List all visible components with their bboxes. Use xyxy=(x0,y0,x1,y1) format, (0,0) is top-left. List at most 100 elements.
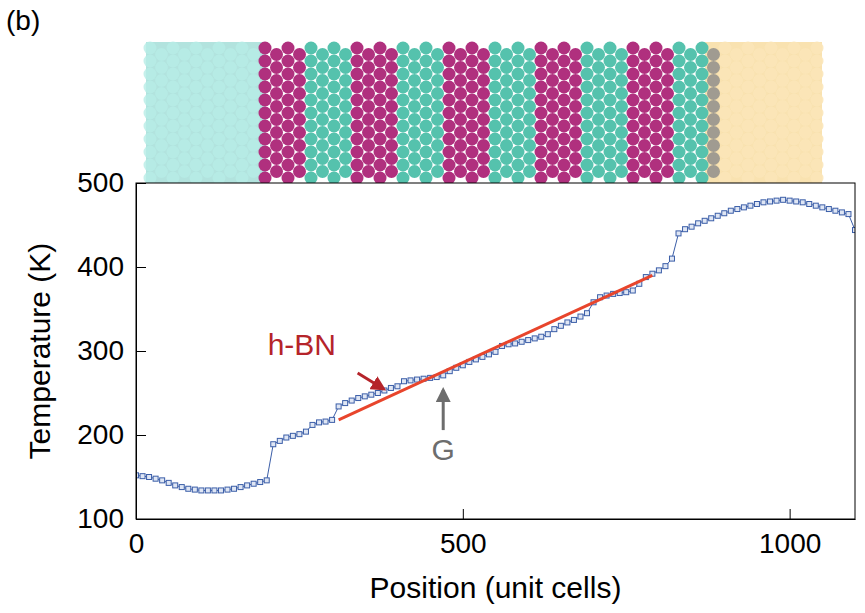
data-point xyxy=(630,288,635,293)
atom xyxy=(707,74,720,87)
atom xyxy=(512,159,525,172)
atom xyxy=(627,42,640,55)
atom xyxy=(604,146,617,159)
atom xyxy=(293,139,306,152)
atom xyxy=(546,74,559,87)
atom xyxy=(328,133,341,146)
data-point xyxy=(552,327,557,332)
atom xyxy=(408,61,421,74)
atom xyxy=(799,100,812,113)
atom xyxy=(351,42,364,55)
atom xyxy=(638,139,651,152)
data-point xyxy=(284,435,289,440)
atom xyxy=(477,48,490,61)
data-point xyxy=(153,476,158,481)
atom xyxy=(788,133,801,146)
atom xyxy=(270,48,283,61)
plot-background xyxy=(136,183,855,519)
atom xyxy=(190,107,203,120)
atom xyxy=(673,81,686,94)
atom xyxy=(753,48,766,61)
atom xyxy=(328,94,341,107)
atom xyxy=(259,146,272,159)
atom xyxy=(236,81,249,94)
atom xyxy=(385,139,398,152)
atom xyxy=(719,159,732,172)
atom xyxy=(500,126,513,139)
atom xyxy=(523,48,536,61)
data-point xyxy=(722,211,727,216)
atom xyxy=(765,120,778,133)
atom xyxy=(178,113,191,126)
atom xyxy=(489,107,502,120)
atom xyxy=(431,126,444,139)
atom xyxy=(627,146,640,159)
data-point xyxy=(669,256,674,261)
atom xyxy=(385,165,398,178)
atom xyxy=(799,48,812,61)
atom xyxy=(558,107,571,120)
atom xyxy=(604,107,617,120)
atom xyxy=(247,113,260,126)
atom xyxy=(236,107,249,120)
atom xyxy=(466,107,479,120)
atom xyxy=(569,126,582,139)
atom xyxy=(730,87,743,100)
atom xyxy=(144,120,157,133)
atom xyxy=(661,126,674,139)
atom xyxy=(489,146,502,159)
atom xyxy=(190,120,203,133)
atom xyxy=(535,42,548,55)
atom xyxy=(719,94,732,107)
atom xyxy=(351,133,364,146)
atom xyxy=(558,42,571,55)
x-tick: 1000 xyxy=(759,509,821,559)
atom xyxy=(316,165,329,178)
atom xyxy=(546,126,559,139)
atom xyxy=(466,94,479,107)
atom xyxy=(765,146,778,159)
y-axis-title: Temperature (K) xyxy=(23,243,56,460)
atom xyxy=(627,107,640,120)
atom xyxy=(477,165,490,178)
data-point xyxy=(310,422,315,427)
atom xyxy=(201,165,214,178)
data-point xyxy=(173,483,178,488)
data-point xyxy=(212,488,217,493)
data-point xyxy=(565,320,570,325)
atom xyxy=(362,74,375,87)
atom xyxy=(673,68,686,81)
atom xyxy=(765,42,778,55)
atom xyxy=(661,74,674,87)
data-point xyxy=(676,231,681,236)
data-point xyxy=(330,417,335,422)
atom xyxy=(362,61,375,74)
atom xyxy=(523,61,536,74)
data-point xyxy=(696,221,701,226)
atom xyxy=(190,81,203,94)
atom xyxy=(627,81,640,94)
atom xyxy=(569,152,582,165)
atom xyxy=(592,87,605,100)
atom xyxy=(466,133,479,146)
atom xyxy=(155,100,168,113)
atom xyxy=(155,139,168,152)
atom xyxy=(765,159,778,172)
atom xyxy=(224,113,237,126)
atom xyxy=(788,159,801,172)
atom xyxy=(178,61,191,74)
atom xyxy=(592,165,605,178)
atom xyxy=(581,107,594,120)
atom xyxy=(397,146,410,159)
annotation-arrow xyxy=(358,373,384,389)
atom xyxy=(489,120,502,133)
data-point xyxy=(545,332,550,337)
lead-left xyxy=(146,42,266,183)
atom xyxy=(500,152,513,165)
atom xyxy=(673,94,686,107)
atom xyxy=(374,133,387,146)
atom xyxy=(799,74,812,87)
atom xyxy=(385,152,398,165)
atom xyxy=(316,152,329,165)
atom xyxy=(707,152,720,165)
